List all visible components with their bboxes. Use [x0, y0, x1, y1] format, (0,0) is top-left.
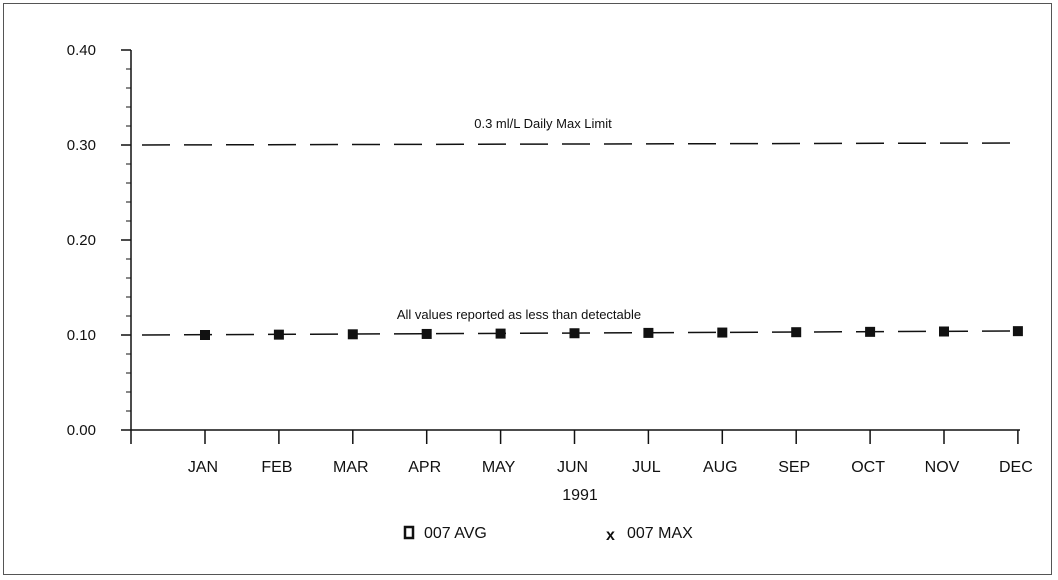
avg-marker [273, 329, 284, 340]
legend-item-max: x 007 MAX [606, 525, 693, 544]
x-tick-label: JUL [632, 459, 661, 476]
avg-marker [347, 329, 358, 340]
chart-axes [130, 50, 1020, 431]
avg-marker [717, 327, 728, 338]
reference-line [141, 142, 1021, 146]
avg-marker [643, 327, 654, 338]
avg-marker [791, 327, 802, 338]
series-markers [200, 326, 1023, 340]
y-tick-labels: 0.00 0.10 0.20 0.30 0.40 [67, 42, 131, 439]
x-tick-label: SEP [778, 459, 810, 476]
reference-line-labels: 0.3 ml/L Daily Max Limit All values repor… [397, 116, 641, 322]
x-tick-labels: JAN FEB MAR APR MAY JUN JUL AUG SEP OCT NOV DEC [188, 459, 1033, 476]
y-tick-label: 0.00 [67, 422, 96, 439]
x-tick-label: OCT [851, 459, 885, 476]
x-tick-label: DEC [999, 459, 1033, 476]
x-tick-label: FEB [261, 459, 292, 476]
reference-line-label: All values reported as less than detecta… [397, 307, 641, 322]
x-tick-label: APR [408, 459, 441, 476]
avg-marker [569, 328, 580, 339]
x-tick-label: JAN [188, 459, 218, 476]
avg-marker [939, 326, 949, 337]
avg-marker [865, 326, 876, 337]
legend-label-avg: 007 AVG [424, 525, 487, 542]
legend-label-max: 007 MAX [627, 525, 693, 542]
x-axis-title: 1991 [562, 487, 598, 504]
avg-marker [495, 328, 506, 339]
y-tick-label: 0.10 [67, 327, 96, 344]
legend-x-marker: x [606, 527, 615, 544]
y-tick-label: 0.40 [67, 42, 96, 59]
x-tick-label: NOV [925, 459, 960, 476]
y-tick-label: 0.20 [67, 232, 96, 249]
legend: 007 AVG x 007 MAX [403, 525, 693, 544]
legend-square-marker [403, 525, 415, 540]
x-tick-label: MAR [333, 459, 369, 476]
reference-line-label: 0.3 ml/L Daily Max Limit [474, 116, 612, 131]
avg-marker [1012, 326, 1023, 337]
legend-item-avg: 007 AVG [403, 525, 487, 542]
x-tick-label: JUN [557, 459, 588, 476]
avg-marker [421, 328, 432, 339]
x-tick-label: MAY [482, 459, 516, 476]
reference-line [141, 330, 1021, 336]
chart-frame [3, 3, 1052, 575]
y-tick-label: 0.30 [67, 137, 96, 154]
x-tick-label: AUG [703, 459, 738, 476]
avg-marker [200, 330, 210, 340]
x-tick-marks [130, 430, 1019, 444]
